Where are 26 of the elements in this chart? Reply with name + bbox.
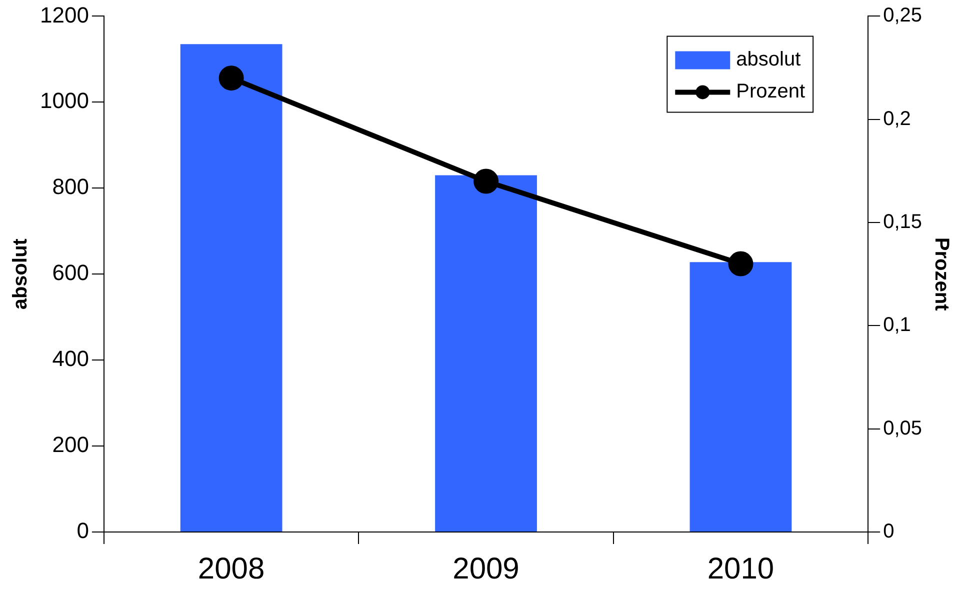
bar — [690, 262, 792, 532]
legend-label: absolut — [736, 48, 802, 71]
point — [218, 66, 244, 91]
x-tick-label: 2009 — [452, 552, 520, 586]
y-tick-label: 600 — [52, 260, 89, 286]
x-tick-label: 2010 — [707, 552, 774, 586]
y-tick-label: 800 — [52, 174, 89, 200]
y-tick-label: 1000 — [40, 88, 89, 114]
x-tick-label: 2008 — [198, 552, 265, 586]
y2-tick-label: 0,1 — [883, 314, 911, 336]
bar — [435, 175, 537, 532]
y2-tick-label: 0,2 — [883, 108, 911, 130]
y-axis-title: absolut — [10, 238, 32, 310]
legend-label: Prozent — [736, 80, 806, 103]
y-tick-label: 0 — [76, 518, 89, 544]
point — [728, 251, 754, 276]
y2-tick-label: 0,15 — [883, 211, 922, 234]
point — [474, 168, 499, 194]
y-tick-label: 1200 — [40, 2, 89, 28]
y2-tick-label: 0,25 — [883, 4, 922, 27]
y2-axis-title: Prozent — [930, 237, 952, 312]
y-tick-label: 200 — [52, 432, 89, 458]
y2-tick-label: 0 — [883, 520, 894, 543]
y2-tick-label: 0,05 — [883, 417, 922, 440]
y-tick-label: 400 — [52, 346, 89, 372]
bar — [180, 44, 282, 532]
